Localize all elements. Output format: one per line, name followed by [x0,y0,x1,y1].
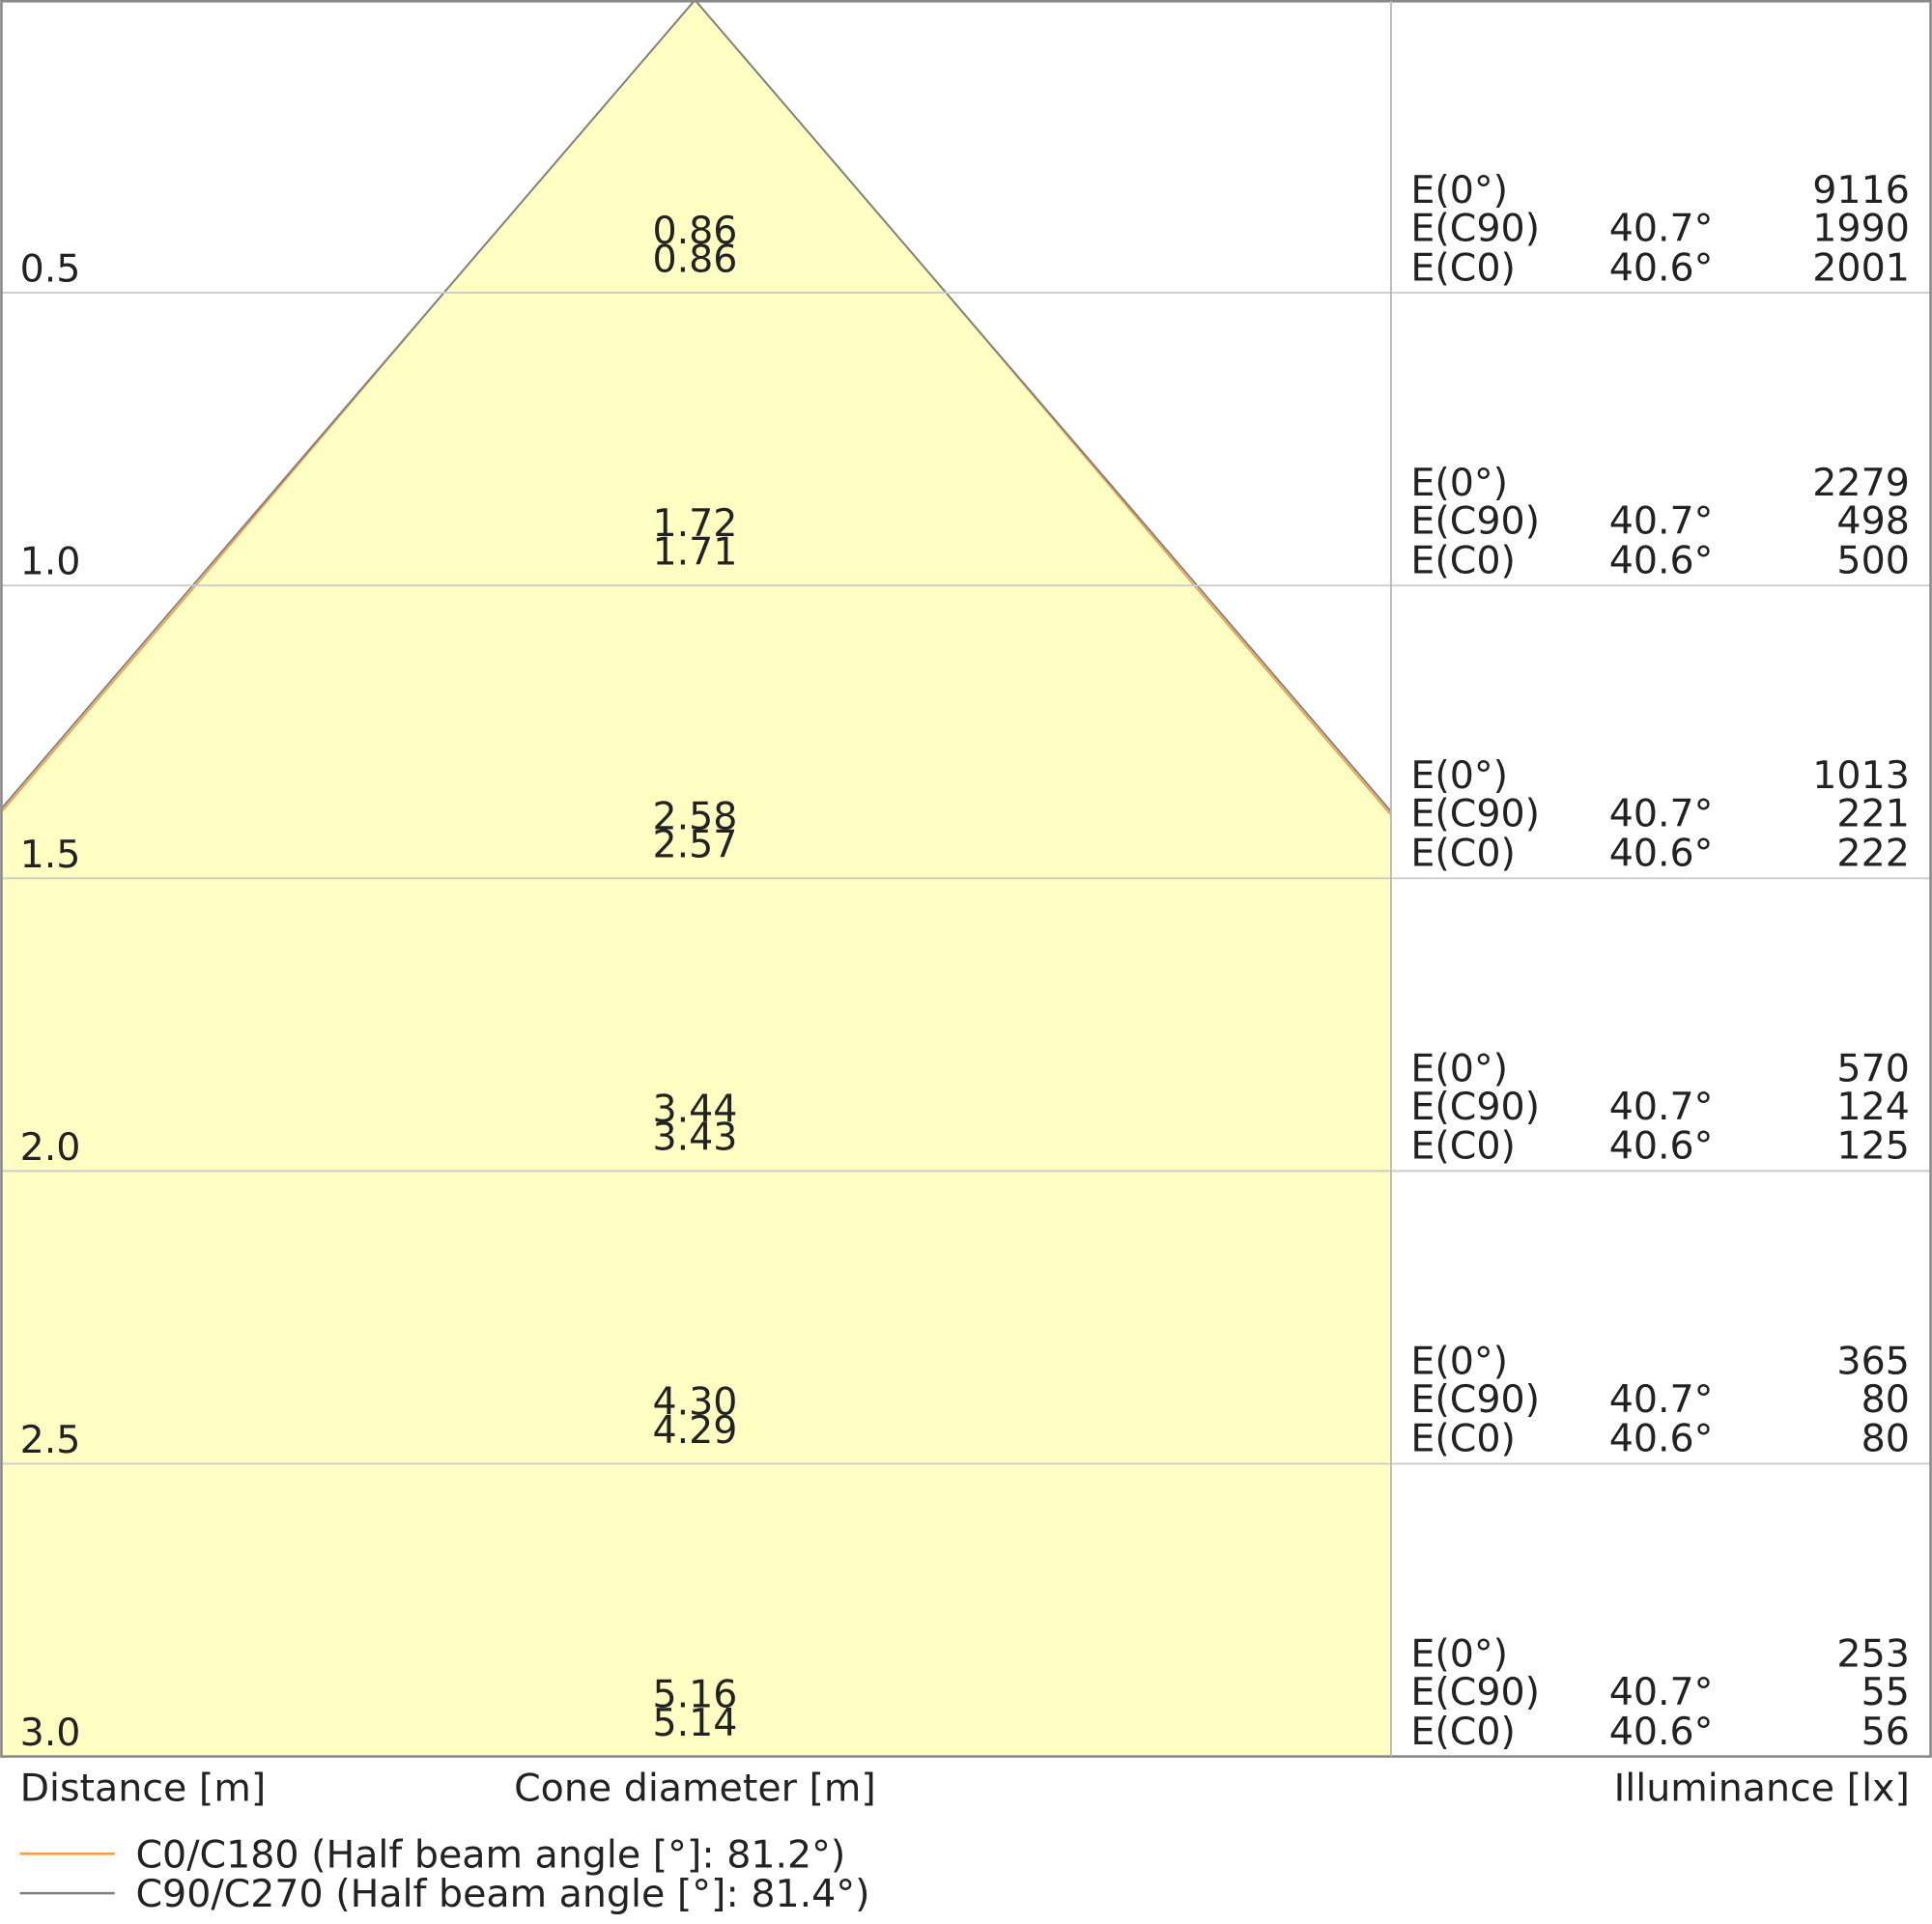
illuminance-value: 253 [1836,1631,1909,1676]
illuminance-value: 55 [1861,1670,1910,1714]
illuminance-value: 365 [1836,1339,1909,1383]
cone-edge [945,292,1391,813]
beam-angle: 40.6° [1609,832,1714,876]
illuminance-name: E(0°) [1410,461,1508,505]
legend-entry: C0/C180 (Half beam angle [°]: 81.2°) [135,1832,845,1877]
diameter-value: 2.58 [652,794,737,838]
illuminance-value: 125 [1836,1124,1909,1169]
cone-edge [2,292,445,812]
illuminance-name: E(0°) [1410,753,1508,798]
diameter-value: 3.43 [652,1116,737,1160]
diameter-value: 5.16 [652,1673,737,1717]
distance-tick-label: 1.0 [20,540,81,584]
distance-tick-label: 0.5 [20,247,81,292]
distance-tick-label: 2.0 [20,1125,81,1170]
cone-apex-edge [695,1,948,294]
beam-angle: 40.6° [1609,245,1714,290]
distance-label: Distance [m] [20,1766,267,1810]
illuminance-value: 124 [1836,1085,1909,1129]
illuminance-value: 498 [1836,499,1909,544]
illuminance-value: 1990 [1812,207,1910,251]
illuminance-name: E(C0) [1410,832,1516,876]
illuminance-name: E(C90) [1410,1670,1540,1714]
illuminance-name: E(C0) [1410,245,1516,290]
illuminance-name: E(C90) [1410,792,1540,836]
illuminance-name: E(C90) [1410,499,1540,544]
diameter-value: 3.44 [652,1087,737,1131]
illuminance-value: 80 [1861,1377,1910,1422]
illuminance-name: E(0°) [1410,1339,1508,1383]
illuminance-value: 570 [1836,1046,1909,1090]
illuminance-name: E(0°) [1410,1631,1508,1676]
illuminance-value: 2279 [1812,461,1910,505]
diameter-value: 2.57 [652,823,737,867]
diameter-value: 0.86 [652,237,737,281]
illuminance-name: E(C90) [1410,1085,1540,1129]
diameter-label: Cone diameter [m] [514,1766,876,1810]
frame [0,0,1932,1758]
diameter-value: 5.14 [652,1701,737,1745]
diameter-value: 1.72 [652,501,737,546]
beam-angle: 40.7° [1609,1085,1714,1129]
legend-entry: C90/C270 (Half beam angle [°]: 81.4°) [135,1872,869,1916]
diameter-value: 0.86 [652,209,737,253]
beam-angle: 40.6° [1609,1124,1714,1169]
cone-edge [945,292,1391,817]
beam-angle: 40.6° [1609,1417,1714,1461]
beam-angle: 40.7° [1609,1377,1714,1422]
diameter-value: 4.29 [652,1408,737,1453]
distance-tick-label: 2.5 [20,1418,81,1462]
illuminance-value: 222 [1836,832,1909,876]
illuminance-label: Illuminance [lx] [1614,1766,1910,1810]
cone-apex-edge [442,1,696,294]
cone-edge [2,292,445,809]
illuminance-value: 56 [1861,1710,1910,1754]
beam-angle: 40.7° [1609,207,1714,251]
illuminance-value: 500 [1836,538,1909,582]
illuminance-name: E(C0) [1410,538,1516,582]
illuminance-name: E(C90) [1410,207,1540,251]
illuminance-name: E(C0) [1410,1710,1516,1754]
illuminance-name: E(C0) [1410,1124,1516,1169]
distance-tick-label: 3.0 [20,1711,81,1755]
illuminance-value: 9116 [1812,168,1910,212]
illuminance-value: 1013 [1812,753,1910,798]
beam-angle: 40.6° [1609,538,1714,582]
illuminance-value: 221 [1836,792,1909,836]
beam-angle: 40.7° [1609,792,1714,836]
illuminance-value: 2001 [1812,245,1910,290]
diameter-value: 1.71 [652,530,737,575]
illuminance-name: E(0°) [1410,1046,1508,1090]
illuminance-value: 80 [1861,1417,1910,1461]
illuminance-name: E(C90) [1410,1377,1540,1422]
distance-tick-label: 1.5 [20,833,81,877]
illuminance-name: E(0°) [1410,168,1508,212]
diameter-value: 4.30 [652,1379,737,1424]
beam-angle: 40.7° [1609,499,1714,544]
beam-angle: 40.6° [1609,1710,1714,1754]
beam-angle: 40.7° [1609,1670,1714,1714]
illuminance-name: E(C0) [1410,1417,1516,1461]
